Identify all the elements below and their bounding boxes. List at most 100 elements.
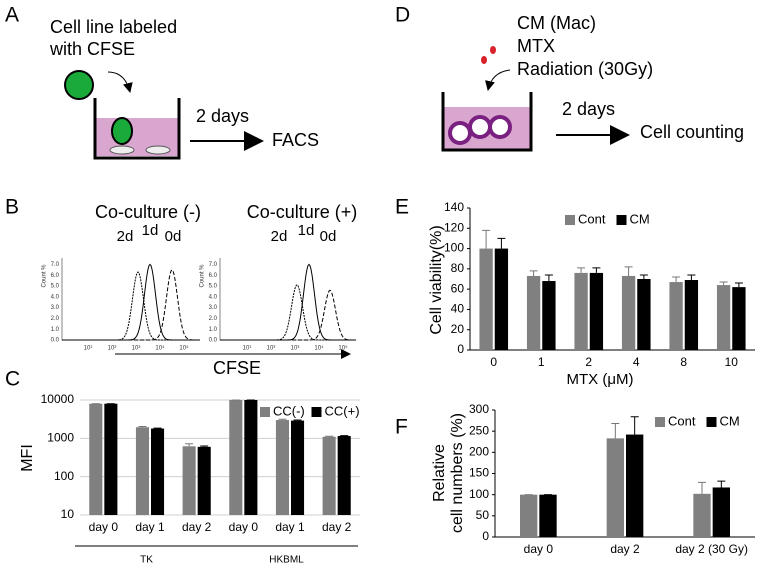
x-tick-label: 10⁵ bbox=[179, 345, 189, 352]
plot-frame bbox=[61, 258, 200, 341]
bar bbox=[693, 493, 711, 537]
legend-label: Cont bbox=[668, 413, 696, 428]
y-tick-label: 6.0 bbox=[51, 273, 60, 279]
y-tick-label: 1.0 bbox=[51, 327, 60, 333]
histogram-curve bbox=[62, 271, 200, 341]
y-tick-label: 4.0 bbox=[51, 294, 60, 300]
y-tick-label: 20 bbox=[451, 322, 465, 336]
panel-label: D bbox=[395, 4, 410, 27]
bar bbox=[182, 446, 196, 515]
cell bbox=[111, 117, 133, 145]
y-tick-label: 80 bbox=[451, 261, 465, 275]
error-bar bbox=[200, 445, 209, 447]
y-tick-label: 1.0 bbox=[209, 327, 218, 333]
panel-label: C bbox=[5, 368, 20, 391]
y-tick-label: 3.0 bbox=[51, 305, 60, 311]
bar bbox=[151, 428, 165, 515]
bar bbox=[589, 272, 604, 350]
y-tick-label: 2.0 bbox=[209, 316, 218, 322]
bar bbox=[520, 494, 538, 537]
x-tick-label: day 2 (30 Gy) bbox=[675, 542, 748, 556]
peak-label: 0d bbox=[320, 228, 337, 245]
plot-title: Co-culture (+) bbox=[247, 202, 358, 222]
error-bar bbox=[138, 426, 147, 428]
error-bar bbox=[639, 274, 648, 279]
y-tick-label: 0.0 bbox=[209, 338, 218, 344]
histogram-curve bbox=[62, 269, 200, 341]
arrow bbox=[107, 71, 133, 93]
y-tick-label: 10 bbox=[61, 507, 75, 521]
y-tick-label: 6.0 bbox=[209, 273, 218, 279]
legend-label: CM bbox=[720, 413, 740, 428]
x-tick-label: 10⁴ bbox=[314, 345, 324, 352]
error-bar bbox=[529, 270, 538, 276]
bar bbox=[479, 248, 493, 350]
treatment: Radiation (30Gy) bbox=[517, 59, 653, 79]
y-tick-label: 2.0 bbox=[51, 316, 60, 322]
peak-label: 2d bbox=[117, 228, 134, 245]
y-tick-label: 4.0 bbox=[209, 294, 218, 300]
legend-label: CC(+) bbox=[325, 403, 360, 418]
bar bbox=[135, 427, 149, 515]
y-tick-label: 7.0 bbox=[51, 262, 60, 268]
error-bar bbox=[672, 276, 681, 283]
legend-swatch bbox=[655, 417, 665, 427]
y-axis-label: Count % bbox=[200, 264, 206, 288]
error-bar bbox=[611, 423, 620, 439]
macrophage bbox=[145, 145, 171, 155]
bar bbox=[606, 438, 624, 537]
bar bbox=[275, 420, 289, 515]
cell bbox=[468, 115, 492, 139]
plot-title: Co-culture (-) bbox=[95, 202, 201, 222]
x-tick-label: day 1 bbox=[275, 520, 305, 534]
error-bar bbox=[293, 419, 302, 421]
duration: 2 days bbox=[562, 99, 615, 119]
x-tick-label: 8 bbox=[680, 355, 687, 369]
error-bar bbox=[687, 274, 696, 281]
x-tick-label: day 2 bbox=[610, 542, 640, 556]
readout: Cell counting bbox=[640, 122, 744, 142]
treatment: MTX bbox=[517, 36, 555, 56]
group-label: HKBML bbox=[269, 555, 304, 566]
bar bbox=[197, 446, 211, 515]
treatment: CM (Mac) bbox=[517, 13, 596, 33]
y-tick-label: 0.0 bbox=[51, 338, 60, 344]
peak-label: 1d bbox=[142, 222, 159, 239]
bar bbox=[291, 420, 305, 515]
error-bar bbox=[592, 267, 601, 273]
legend-label: Cont bbox=[578, 211, 606, 226]
error-bar bbox=[624, 266, 633, 276]
y-tick-label: 120 bbox=[444, 220, 464, 234]
bar bbox=[669, 282, 683, 350]
bar bbox=[89, 403, 103, 515]
y-tick-label: 150 bbox=[469, 466, 489, 480]
error-bar bbox=[698, 481, 706, 494]
bar bbox=[542, 281, 556, 350]
bar bbox=[337, 436, 351, 515]
y-tick-label: 200 bbox=[469, 445, 489, 459]
y-tick-label: 250 bbox=[469, 423, 489, 437]
x-tick-label: 10⁵ bbox=[338, 345, 348, 352]
y-tick-label: 100 bbox=[469, 487, 489, 501]
error-bar bbox=[482, 229, 491, 249]
y-tick-label: 300 bbox=[469, 402, 489, 416]
label-line: with CFSE bbox=[49, 39, 135, 59]
x-tick-label: day 2 bbox=[182, 520, 212, 534]
legend-label: CC(-) bbox=[273, 403, 305, 418]
bar bbox=[574, 272, 588, 350]
y-tick-label: 1000 bbox=[47, 431, 74, 445]
bar bbox=[322, 436, 336, 515]
x-tick-label: 2 bbox=[585, 355, 592, 369]
x-tick-label: 10⁴ bbox=[155, 345, 165, 352]
error-bar bbox=[185, 443, 194, 447]
peak-label: 2d bbox=[271, 228, 288, 245]
drug bbox=[490, 46, 496, 54]
error-bar bbox=[544, 274, 553, 282]
y-axis-label: MFI bbox=[19, 444, 36, 472]
y-tick-label: 50 bbox=[476, 508, 490, 522]
bar bbox=[621, 275, 636, 350]
group-label: TK bbox=[140, 555, 153, 566]
y-axis-label: Cell viability(%) bbox=[428, 225, 445, 334]
x-tick-label: day 0 bbox=[229, 520, 259, 534]
